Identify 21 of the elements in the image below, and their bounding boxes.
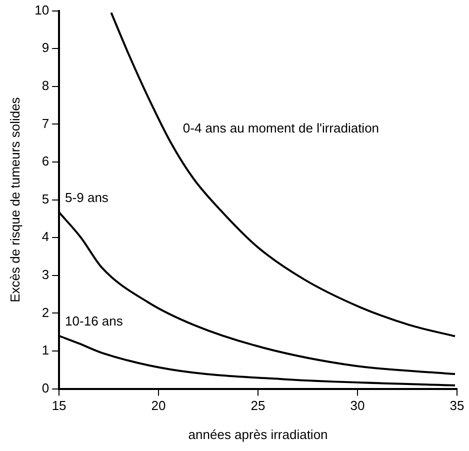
y-tick-label: 0 bbox=[42, 380, 50, 396]
y-tick-label: 6 bbox=[42, 154, 50, 169]
series-label: 10-16 ans bbox=[65, 313, 124, 328]
y-tick-label: 7 bbox=[42, 116, 50, 131]
x-axis-title: années après irradiation bbox=[188, 426, 328, 442]
x-tick-label: 30 bbox=[350, 398, 365, 414]
y-tick-label: 8 bbox=[42, 78, 50, 93]
x-tick-label: 35 bbox=[450, 398, 464, 414]
y-tick-label: 5 bbox=[42, 191, 50, 206]
series-label: 0-4 ans au moment de l'irradiation bbox=[182, 120, 380, 136]
y-axis-title: Excès de risque de tumeurs solides bbox=[7, 96, 22, 302]
x-tick-label: 20 bbox=[151, 398, 166, 414]
y-tick-label: 9 bbox=[42, 40, 50, 56]
x-tick-label: 15 bbox=[52, 398, 66, 414]
y-tick-label: 3 bbox=[42, 266, 50, 282]
y-tick-label: 4 bbox=[42, 229, 50, 244]
series-label: 5-9 ans bbox=[65, 190, 109, 205]
y-tick-label: 2 bbox=[42, 304, 50, 320]
y-tick-label: 1 bbox=[42, 342, 50, 358]
y-tick-label: 10 bbox=[34, 2, 50, 18]
x-tick-label: 25 bbox=[250, 398, 266, 414]
